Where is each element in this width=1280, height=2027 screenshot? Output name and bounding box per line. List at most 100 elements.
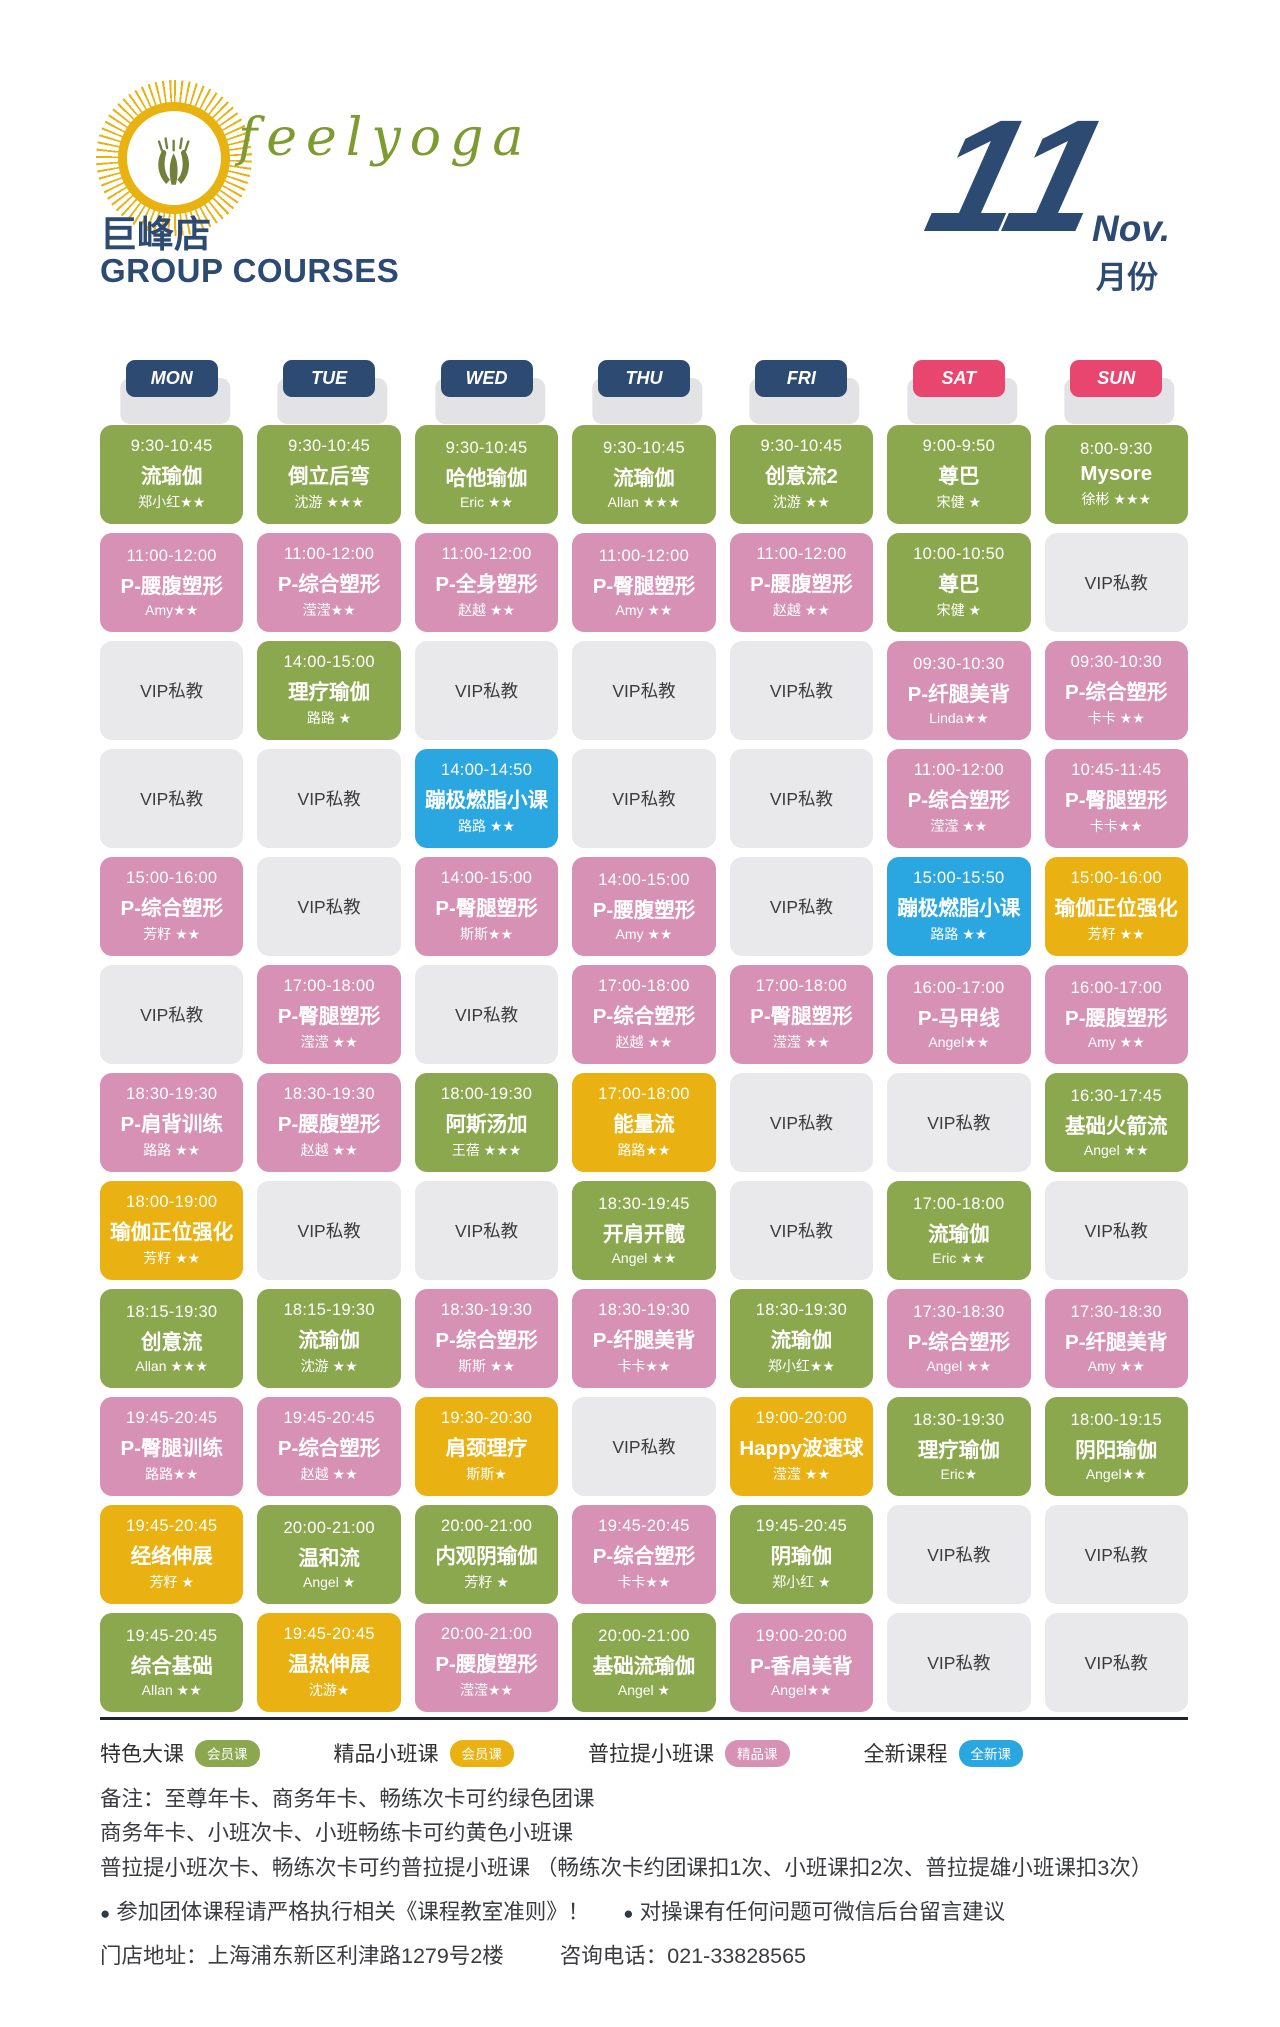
vip-private-cell: VIP私教 [100,965,244,1064]
course-time: 18:30-19:45 [598,1194,690,1213]
course-teacher: Angel ★ [303,1573,356,1590]
course-time: 20:00-21:00 [598,1626,690,1645]
vip-private-cell: VIP私教 [257,857,401,956]
course-cell: 14:00-14:50 蹦极燃脂小课 路路 ★★ [414,749,559,848]
phone-number: 咨询电话：021-33828565 [559,1943,806,1968]
course-teacher: 卡卡★★ [1089,818,1143,834]
course-time: 18:00-19:00 [126,1193,218,1211]
course-teacher: 斯斯★ [466,1466,507,1482]
course-title: 流瑜伽 [140,465,203,488]
vip-private-cell: VIP私教 [1044,533,1188,632]
course-teacher: 卡卡★★ [617,1574,671,1590]
course-title: P-臀腿塑形 [592,574,696,598]
course-title: 瑜伽正位强化 [110,1221,234,1244]
vip-label: VIP私教 [297,897,361,917]
course-title: P-肩背训练 [120,1113,223,1136]
vip-label: VIP私教 [769,789,834,809]
feelyoga-logo [96,80,252,236]
legend-item-blue: 全新课程 全新课 [864,1738,1023,1768]
course-time: 11:00-12:00 [441,545,532,563]
day-tab-sun: SUN [1070,360,1163,397]
course-cell: 18:30-19:45 开肩开髋 Angel ★★ [572,1181,716,1280]
course-cell: 19:00-20:00 Happy波速球 滢滢 ★★ [729,1397,874,1496]
course-cell: 18:30-19:30 P-纤腿美背 卡卡★★ [572,1289,716,1388]
legend-item-pink: 普拉提小班课 精品课 [588,1738,790,1768]
course-title: 理疗瑜伽 [917,1438,1000,1462]
course-cell: 18:30-19:30 P-综合塑形 斯斯 ★★ [414,1289,559,1388]
course-title: 尊巴 [938,573,980,596]
course-time: 17:00-18:00 [283,977,375,995]
course-cell: 18:15-19:30 流瑜伽 沈游 ★★ [257,1289,401,1388]
course-time: 9:30-10:45 [445,438,528,457]
course-teacher: 滢滢 ★★ [300,1034,358,1050]
course-teacher: 芳籽 ★★ [143,1250,201,1266]
course-teacher: Angel★★ [1085,1465,1147,1482]
course-time: 19:45-20:45 [126,1517,218,1535]
month-number: 11 [912,86,1124,265]
course-time: 18:30-19:30 [283,1085,375,1103]
vip-private-cell: VIP私教 [887,1073,1031,1172]
course-time: 18:15-19:30 [126,1302,218,1321]
course-title: P-全身塑形 [435,573,538,596]
course-cell: 19:45-20:45 阴瑜伽 郑小红 ★ [729,1505,874,1604]
vip-private-cell: VIP私教 [100,641,244,740]
course-cell: 16:00-17:00 P-马甲线 Angel★★ [887,965,1031,1064]
vip-label: VIP私教 [1084,1545,1148,1565]
course-teacher: Angel ★★ [926,1357,992,1374]
course-time: 17:30-18:30 [1070,1302,1162,1321]
vip-private-cell: VIP私教 [414,965,559,1064]
course-title: P-纤腿美背 [907,682,1011,706]
vip-label: VIP私教 [769,1221,834,1241]
course-time: 10:45-11:45 [1071,761,1162,779]
course-teacher: 赵越 ★★ [300,1142,358,1158]
day-header-row: MON TUE WED THU FRI SAT SUN [100,360,1188,425]
course-teacher: Eric ★★ [932,1249,986,1266]
course-teacher: 郑小红 ★ [772,1574,831,1590]
course-cell: 19:45-20:45 温热伸展 沈游★ [257,1613,401,1712]
course-time: 17:30-18:30 [913,1302,1005,1321]
course-time: 18:30-19:30 [755,1301,848,1319]
legend-item-green: 特色大课 会员课 [100,1738,260,1768]
notes-block: 备注：至尊年卡、商务年卡、畅练次卡可约绿色团课 商务年卡、小班次卡、小班畅练卡可… [100,1782,1220,1973]
course-teacher: 斯斯 ★★ [458,1358,516,1374]
course-teacher: 路路 ★★ [458,818,516,834]
vip-label: VIP私教 [140,1005,204,1025]
course-teacher: Allan ★★★ [135,1357,209,1374]
vip-label: VIP私教 [927,1113,991,1133]
course-time: 17:00-18:00 [913,1194,1005,1213]
course-cell: 14:00-15:00 P-臀腿塑形 斯斯★★ [414,857,559,956]
course-title: 能量流 [613,1113,675,1136]
course-cell: 19:30-20:30 肩颈理疗 斯斯★ [414,1397,559,1496]
course-time: 09:30-10:30 [913,654,1005,673]
course-title: 综合基础 [130,1654,213,1678]
course-time: 19:45-20:45 [755,1517,848,1535]
vip-label: VIP私教 [454,1005,519,1025]
course-time: 11:00-12:00 [126,546,217,565]
course-time: 17:00-18:00 [755,977,848,995]
course-cell: 10:00-10:50 尊巴 宋健 ★ [887,533,1031,632]
course-time: 15:00-15:50 [913,869,1005,887]
course-title: 创意流 [140,1330,203,1354]
course-title: 温和流 [298,1546,360,1570]
vip-label: VIP私教 [1084,1221,1148,1241]
course-teacher: 芳籽 ★ [149,1574,194,1590]
course-time: 18:00-19:15 [1070,1410,1162,1429]
course-time: 14:00-15:00 [440,869,533,887]
course-cell: 9:00-9:50 尊巴 宋健 ★ [887,425,1031,524]
hands-icon [158,137,190,186]
course-title: 基础流瑜伽 [592,1654,696,1678]
course-cell: 17:00-18:00 流瑜伽 Eric ★★ [887,1181,1031,1280]
note-line: 商务年卡、小班次卡、小班畅练卡可约黄色小班课 [100,1821,574,1846]
vip-private-cell: VIP私教 [729,857,874,956]
course-time: 19:45-20:45 [283,1625,375,1643]
course-time: 17:00-18:00 [598,977,690,995]
vip-private-cell: VIP私教 [572,749,716,848]
course-time: 16:00-17:00 [913,978,1005,997]
course-title: 流瑜伽 [613,466,675,490]
course-time: 20:00-21:00 [283,1518,375,1537]
course-teacher: Angel★★ [770,1681,832,1698]
vip-private-cell: VIP私教 [1044,1613,1188,1712]
course-title: 尊巴 [938,465,980,488]
course-cell: 19:45-20:45 经络伸展 芳籽 ★ [100,1505,244,1604]
course-time: 9:30-10:45 [130,437,213,455]
